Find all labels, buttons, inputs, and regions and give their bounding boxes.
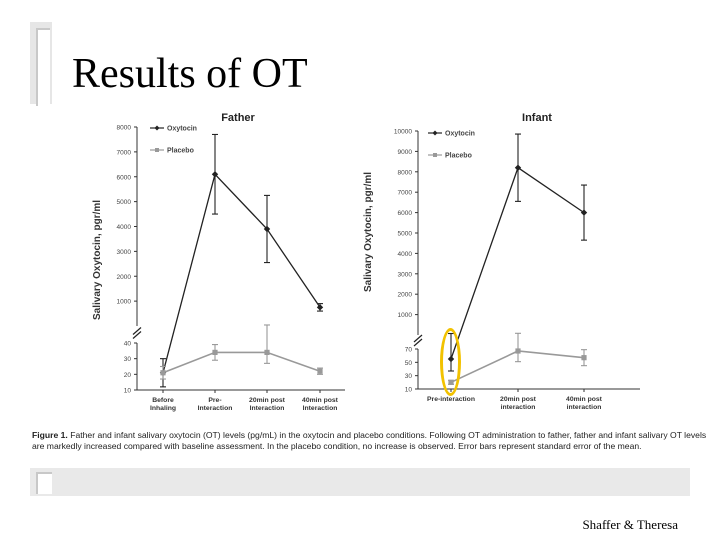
x-tick-label: 40min post <box>302 397 339 404</box>
x-tick-label: Interaction <box>198 405 233 412</box>
y-tick-label: 7000 <box>398 190 413 197</box>
x-tick-label: Pre-interaction <box>427 396 475 403</box>
y-tick-label: 8000 <box>117 125 132 132</box>
data-point-placebo <box>515 348 521 354</box>
data-point-oxytocin <box>211 171 219 178</box>
slide-credit: Shaffer & Theresa <box>582 517 678 532</box>
bottom-decorative-box <box>36 472 52 494</box>
x-tick-label: Pre- <box>208 397 221 404</box>
slide-title: Results of OT <box>72 51 308 97</box>
y-tick-label: 5000 <box>398 231 413 238</box>
chart-title: Infant <box>522 112 552 124</box>
x-tick-label: Interaction <box>250 405 285 412</box>
y-axis-label: Salivary Oxytocin, pgr/ml <box>92 200 103 320</box>
data-point-oxytocin <box>263 225 271 233</box>
y-tick-label: 6000 <box>117 174 132 181</box>
x-tick-label: 20min post <box>500 396 537 403</box>
data-point-placebo <box>264 349 270 355</box>
y-tick-label: 10 <box>124 388 132 395</box>
legend-label: Oxytocin <box>167 126 197 133</box>
y-tick-label: 70 <box>405 347 413 354</box>
x-tick-label: Inhaling <box>150 405 176 412</box>
y-axis-label: Salivary Oxytocin, pgr/ml <box>363 172 374 292</box>
x-tick-label: interaction <box>567 404 602 411</box>
series-line-oxytocin <box>162 173 321 373</box>
chart-father: Father Salivary Oxytocin, pgr/ml 8000 7000 6… <box>92 112 345 412</box>
data-point-placebo <box>581 355 587 361</box>
data-point-placebo <box>317 368 323 374</box>
legend-marker <box>433 153 437 157</box>
decorative-corner <box>36 28 50 106</box>
axis-break-mark <box>413 338 423 347</box>
chart-title: Father <box>221 112 255 124</box>
y-tick-label: 1000 <box>398 312 413 319</box>
y-tick-label: 50 <box>405 360 413 367</box>
y-tick-label: 3000 <box>398 271 413 278</box>
legend-marker <box>432 130 438 136</box>
axis-break-mark <box>132 331 142 339</box>
highlight-oval <box>440 328 461 396</box>
y-tick-label: 2000 <box>398 292 413 299</box>
y-tick-label: 4000 <box>398 251 413 258</box>
data-point-placebo <box>212 349 218 355</box>
y-tick-label: 40 <box>124 341 132 348</box>
caption-text: Father and infant salivary oxytocin (OT)… <box>32 430 707 451</box>
series-line-placebo <box>162 351 321 374</box>
figure-charts: Father Salivary Oxytocin, pgr/ml 8000 7000 6… <box>92 112 640 412</box>
bottom-decorative-strip <box>30 468 690 496</box>
legend-label: Placebo <box>445 153 472 160</box>
y-tick-label: 10 <box>405 387 413 394</box>
legend-label: Placebo <box>167 148 194 155</box>
data-point-oxytocin <box>580 209 588 216</box>
legend-label: Oxytocin <box>445 131 475 138</box>
data-point-placebo <box>160 370 166 376</box>
y-tick-label: 7000 <box>117 149 132 156</box>
y-tick-label: 1000 <box>117 299 132 306</box>
legend-marker <box>154 125 160 131</box>
y-tick-label: 8000 <box>398 169 413 176</box>
figure-caption: Figure 1. Father and infant salivary oxy… <box>32 430 716 451</box>
y-tick-label: 9000 <box>398 149 413 156</box>
y-tick-label: 2000 <box>117 274 132 281</box>
data-point-oxytocin <box>514 164 522 171</box>
y-tick-label: 4000 <box>117 224 132 231</box>
x-tick-label: 40min post <box>566 396 603 403</box>
legend-marker <box>155 148 159 152</box>
caption-label: Figure 1. <box>32 430 68 440</box>
axis-break-mark <box>413 334 423 343</box>
y-tick-label: 20 <box>124 372 132 379</box>
y-tick-label: 3000 <box>117 249 132 256</box>
y-tick-label: 30 <box>124 356 132 363</box>
y-tick-label: 10000 <box>394 129 412 136</box>
x-tick-label: Interaction <box>303 405 338 412</box>
axis-break-mark <box>132 327 142 335</box>
chart-infant: Infant Salivary Oxytocin, pgr/ml 10000 9000… <box>363 112 640 411</box>
y-tick-label: 5000 <box>117 199 132 206</box>
data-point-oxytocin <box>316 304 324 311</box>
y-tick-label: 30 <box>405 373 413 380</box>
x-tick-label: 20min post <box>249 397 286 404</box>
x-tick-label: interaction <box>501 404 536 411</box>
y-tick-label: 6000 <box>398 210 413 217</box>
x-tick-label: Before <box>152 397 174 404</box>
